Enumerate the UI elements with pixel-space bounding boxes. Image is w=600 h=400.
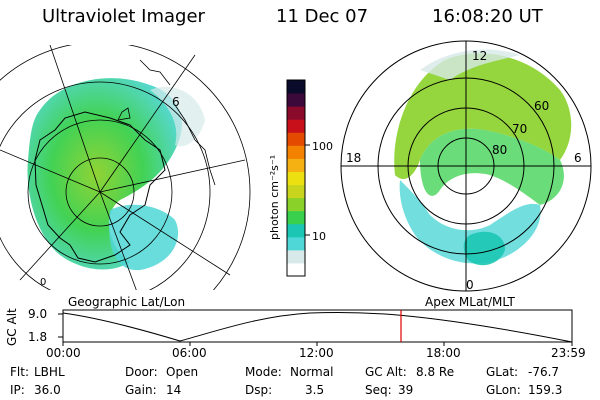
image-time: 16:08:20 UT xyxy=(432,6,543,27)
lon-label-0: 0 xyxy=(40,277,46,288)
dsp-value: 3.5 xyxy=(305,383,325,397)
colorbar-segment xyxy=(287,249,305,264)
flt-label: Flt: xyxy=(10,365,29,379)
mlt-label-12: 12 xyxy=(472,49,487,63)
magnetic-caption: Apex MLat/MLT xyxy=(425,295,515,309)
altitude-xtick-2359: 23:59 xyxy=(551,346,586,360)
mlt-label-0: 0 xyxy=(466,278,474,292)
colorbar-segment xyxy=(287,184,305,199)
colorbar-segment xyxy=(287,171,305,186)
gc-alt-label: GC Alt: xyxy=(365,365,407,379)
image-date: 11 Dec 07 xyxy=(276,6,369,27)
lon-label-6: 6 xyxy=(172,95,180,109)
colorbar-segment xyxy=(287,197,305,212)
altitude-plot xyxy=(58,309,573,346)
colorbar-tick-100: 100 xyxy=(312,140,333,153)
colorbar-segment xyxy=(287,106,305,120)
gain-label: Gain: xyxy=(125,383,157,397)
door-label: Door: xyxy=(125,365,158,379)
mlat-label-60: 60 xyxy=(534,99,549,113)
seq-label: Seq: xyxy=(365,383,392,397)
magnetic-polar-map: 12 18 6 0 60 70 80 xyxy=(340,40,592,292)
altitude-curve xyxy=(62,311,573,343)
colorbar-segment xyxy=(287,236,305,251)
door-value: Open xyxy=(166,365,199,379)
colorbar-segment xyxy=(287,210,305,225)
colorbar-segment xyxy=(287,80,305,94)
mode-label: Mode: xyxy=(245,365,282,379)
altitude-ytick-1-8: 1.8 xyxy=(28,330,48,344)
ip-label: IP: xyxy=(10,383,25,397)
antarctica-coastline xyxy=(34,111,166,263)
colorbar-segment xyxy=(287,158,305,172)
altitude-xtick-1200: 12:00 xyxy=(299,346,334,360)
glon-label: GLon: xyxy=(486,383,521,397)
altitude-xtick-0600: 06:00 xyxy=(172,346,207,360)
altitude-ylabel: GC Alt xyxy=(5,308,19,346)
glat-value: -76.7 xyxy=(528,365,560,379)
gain-value: 14 xyxy=(166,383,182,397)
gc-alt-value: 8.8 Re xyxy=(416,365,455,379)
colorbar-segment xyxy=(287,119,305,133)
colorbar-segment xyxy=(287,145,305,159)
mlat-label-70: 70 xyxy=(512,122,527,136)
flt-value: LBHL xyxy=(34,365,65,379)
seq-value: 39 xyxy=(398,383,414,397)
altitude-ytick-9: 9.0 xyxy=(28,307,48,321)
dsp-label: Dsp: xyxy=(245,383,273,397)
mode-value: Normal xyxy=(290,365,334,379)
glon-value: 159.3 xyxy=(528,383,563,397)
ip-value: 36.0 xyxy=(34,383,61,397)
mlt-label-18: 18 xyxy=(346,151,361,165)
colorbar-segment xyxy=(287,132,305,146)
altitude-xtick-1800: 18:00 xyxy=(426,346,461,360)
mlt-label-6: 6 xyxy=(574,151,582,165)
colorbar-segment xyxy=(287,262,305,277)
mlat-label-80: 80 xyxy=(492,143,507,157)
colorbar-unit-label: photon cm⁻²s⁻¹ xyxy=(268,155,281,240)
app-title: Ultraviolet Imager xyxy=(42,6,205,27)
colorbar: 100 10 photon cm⁻²s⁻¹ xyxy=(268,79,333,277)
colorbar-segment xyxy=(287,223,305,238)
glat-label: GLat: xyxy=(486,365,519,379)
geographic-caption: Geographic Lat/Lon xyxy=(68,295,186,309)
colorbar-tick-10: 10 xyxy=(312,230,326,243)
geographic-map: 6 0 xyxy=(0,45,251,290)
altitude-xtick-0000: 00:00 xyxy=(46,346,81,360)
colorbar-segment xyxy=(287,93,305,107)
